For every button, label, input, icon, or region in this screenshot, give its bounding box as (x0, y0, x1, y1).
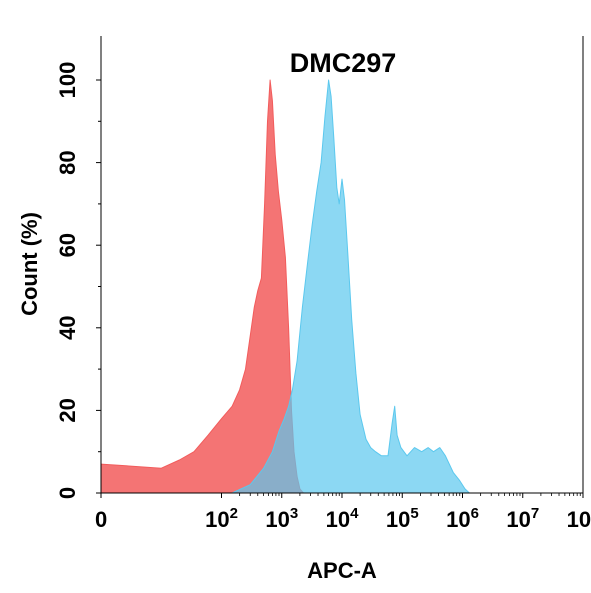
series-layer (100, 79, 470, 494)
x-tick-label: 103 (265, 505, 298, 532)
series-area-1 (100, 79, 304, 494)
y-tick-label: 20 (55, 398, 80, 422)
y-tick-label: 40 (55, 316, 80, 340)
x-tick-label: 107 (506, 505, 539, 532)
x-tick-label: 108 (567, 505, 591, 532)
y-axis-label: Count (%) (17, 212, 42, 316)
series-area-2 (231, 79, 470, 494)
x-tick-label: 104 (326, 505, 359, 532)
chart-title: DMC297 (290, 48, 397, 78)
y-tick-label: 100 (55, 62, 80, 99)
y-tick-label: 60 (55, 233, 80, 257)
x-tick-label: 105 (386, 505, 419, 532)
x-axis-label: APC-A (307, 558, 377, 583)
x-tick-label: 106 (446, 505, 479, 532)
ticks-layer: 0 20 40 60 80 100 0 102 103 104 105 106 107 108 (55, 62, 591, 532)
y-tick-label: 0 (55, 487, 80, 499)
x-tick-label: 102 (205, 505, 238, 532)
x-tick-label: 0 (95, 507, 107, 532)
y-tick-label: 80 (55, 150, 80, 174)
